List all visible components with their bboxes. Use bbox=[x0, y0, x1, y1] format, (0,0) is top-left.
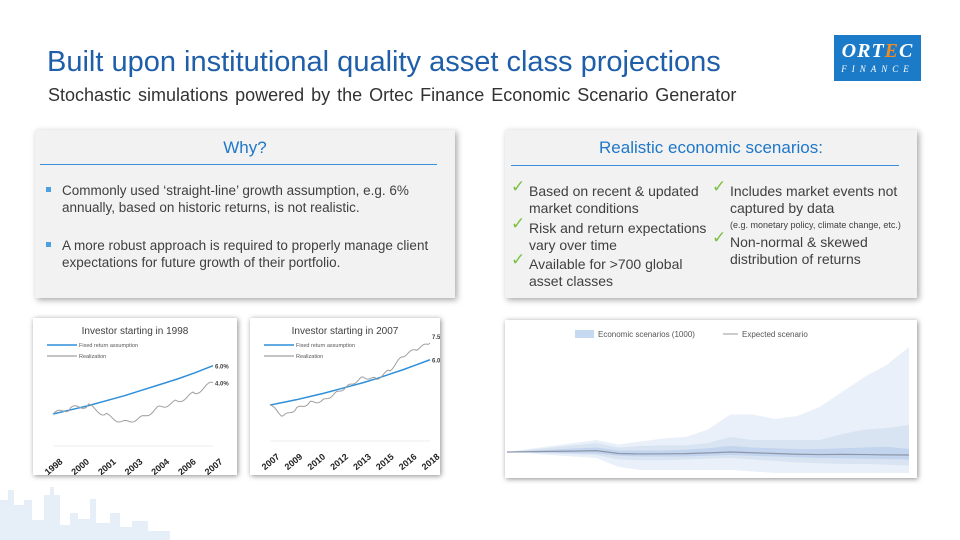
x-tick-label: 2012 bbox=[328, 451, 350, 472]
why-bullet: A more robust approach is required to pr… bbox=[46, 237, 442, 271]
why-panel: Why? Commonly used ‘straight-line’ growt… bbox=[35, 130, 455, 298]
x-tick-label: 2010 bbox=[305, 451, 327, 472]
end-label: 7.5% bbox=[432, 335, 440, 341]
chart-title: Investor starting in 1998 bbox=[82, 326, 189, 337]
check-item: ✓ Includes market events not captured by … bbox=[712, 177, 901, 230]
page-subtitle: Stochastic simulations powered by the Or… bbox=[48, 85, 737, 105]
legend-label: Expected scenario bbox=[742, 330, 808, 339]
check-item: ✓ Non-normal & skewed distribution of ret… bbox=[712, 228, 868, 267]
check-item: ✓ Based on recent & updated market condit… bbox=[511, 177, 699, 216]
checkmark-icon: ✓ bbox=[712, 177, 727, 196]
ortec-finance-logo: ORTEC FINANCE bbox=[834, 35, 921, 81]
series-line-fixed-return bbox=[269, 359, 431, 406]
checkmark-icon: ✓ bbox=[511, 177, 526, 196]
chart-title: Investor starting in 2007 bbox=[292, 326, 399, 337]
end-label: 4.0% bbox=[215, 382, 229, 388]
x-tick-label: 2013 bbox=[351, 451, 373, 472]
scenario-fan-chart: Economic scenarios (1000) Expected scenar… bbox=[505, 320, 917, 478]
checkmark-icon: ✓ bbox=[511, 250, 526, 269]
chart-2007: Investor starting in 2007 Fixed return as… bbox=[250, 318, 446, 475]
why-bullet: Commonly used ‘straight-line’ growth ass… bbox=[46, 182, 432, 216]
end-label: 6.0% bbox=[432, 359, 440, 365]
realistic-heading: Realistic economic scenarios: bbox=[599, 138, 823, 157]
legend-label: Economic scenarios (1000) bbox=[598, 330, 695, 339]
why-heading: Why? bbox=[223, 138, 267, 157]
x-tick-label: 2007 bbox=[260, 451, 282, 472]
check-item: ✓ Risk and return expectations vary over … bbox=[511, 214, 707, 253]
realistic-panel: Realistic economic scenarios: ✓ Based on … bbox=[505, 130, 917, 298]
x-tick-label: 2009 bbox=[283, 451, 305, 472]
x-tick-label: 2016 bbox=[397, 451, 419, 472]
check-item: ✓ Available for >700 global asset classes bbox=[511, 250, 683, 289]
checkmark-icon: ✓ bbox=[712, 228, 727, 247]
legend-swatch-scenarios bbox=[575, 330, 594, 338]
page-title: Built upon institutional quality asset c… bbox=[47, 46, 721, 78]
legend-label: Fixed return assumption bbox=[296, 343, 355, 349]
series-line-realization bbox=[269, 342, 431, 417]
city-skyline-decoration bbox=[0, 487, 170, 540]
x-tick-label: 2007 bbox=[203, 456, 225, 475]
x-tick-label: 2018 bbox=[420, 451, 440, 472]
legend-label: Fixed return assumption bbox=[79, 343, 138, 349]
x-tick-label: 2015 bbox=[374, 451, 396, 472]
legend-label: Realization bbox=[296, 354, 323, 360]
legend-label: Realization bbox=[79, 354, 106, 360]
chart-1998: Investor starting in 1998 Fixed return as… bbox=[33, 318, 237, 477]
checkmark-icon: ✓ bbox=[511, 214, 526, 233]
expected-scenario-line bbox=[506, 450, 910, 456]
series-line-fixed-return bbox=[52, 365, 214, 415]
series-line-realization bbox=[52, 381, 214, 423]
end-label: 6.0% bbox=[215, 365, 229, 371]
